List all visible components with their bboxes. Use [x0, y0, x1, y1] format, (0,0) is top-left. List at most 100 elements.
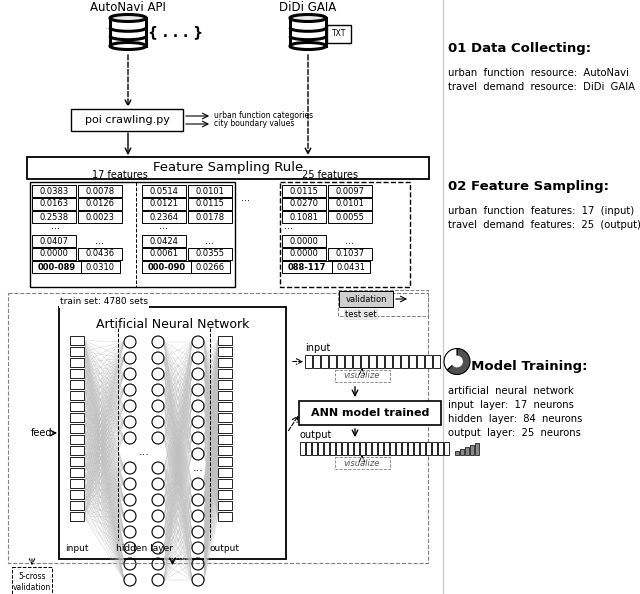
FancyBboxPatch shape	[142, 235, 186, 247]
Text: 0.0000: 0.0000	[289, 249, 319, 258]
Text: 0.0097: 0.0097	[335, 187, 365, 195]
FancyBboxPatch shape	[282, 211, 326, 223]
Bar	[396, 442, 401, 455]
Bar	[312, 442, 317, 455]
Text: travel  demand  features:  25  (output): travel demand features: 25 (output)	[448, 220, 640, 230]
Text: urban function categories: urban function categories	[214, 112, 313, 121]
FancyBboxPatch shape	[282, 198, 326, 210]
Bar	[218, 479, 232, 488]
Text: ...: ...	[159, 221, 168, 231]
FancyBboxPatch shape	[280, 182, 410, 287]
Text: 0.2538: 0.2538	[40, 213, 68, 222]
FancyBboxPatch shape	[188, 198, 232, 210]
FancyBboxPatch shape	[142, 261, 191, 273]
Bar	[345, 355, 352, 368]
Text: ...: ...	[193, 463, 204, 473]
Text: 02 Feature Sampling:: 02 Feature Sampling:	[448, 180, 609, 193]
Bar	[70, 501, 84, 510]
Text: AutoNavi API: AutoNavi API	[90, 1, 166, 14]
FancyBboxPatch shape	[12, 567, 52, 594]
Bar	[408, 442, 413, 455]
Bar	[305, 355, 312, 368]
Bar	[425, 355, 432, 368]
Bar	[70, 336, 84, 345]
FancyBboxPatch shape	[328, 248, 372, 260]
Text: artificial  neural  network: artificial neural network	[448, 386, 573, 396]
Bar	[218, 380, 232, 389]
FancyBboxPatch shape	[327, 25, 351, 43]
FancyBboxPatch shape	[282, 261, 332, 273]
Bar	[353, 355, 360, 368]
Text: 0.0407: 0.0407	[40, 236, 68, 245]
Text: 17 features: 17 features	[92, 170, 148, 180]
FancyBboxPatch shape	[32, 185, 76, 197]
FancyBboxPatch shape	[188, 211, 232, 223]
FancyBboxPatch shape	[191, 261, 230, 273]
Bar	[218, 336, 232, 345]
FancyBboxPatch shape	[282, 248, 326, 260]
Bar	[337, 355, 344, 368]
FancyBboxPatch shape	[142, 198, 186, 210]
Text: validation: validation	[345, 295, 387, 304]
Text: 0.2364: 0.2364	[149, 213, 179, 222]
Bar	[300, 442, 305, 455]
Bar	[70, 358, 84, 367]
Text: { . . . }: { . . . }	[148, 25, 203, 39]
Text: test set: test set	[345, 310, 376, 319]
Bar	[70, 479, 84, 488]
Bar	[218, 490, 232, 499]
FancyBboxPatch shape	[32, 248, 76, 260]
Bar	[218, 435, 232, 444]
FancyBboxPatch shape	[339, 291, 393, 307]
Bar	[433, 355, 440, 368]
FancyBboxPatch shape	[78, 198, 122, 210]
Text: input  layer:  17  neurons: input layer: 17 neurons	[448, 400, 574, 410]
Bar	[70, 490, 84, 499]
Text: 25 features: 25 features	[302, 170, 358, 180]
Text: 0.0126: 0.0126	[86, 200, 115, 208]
FancyBboxPatch shape	[78, 248, 122, 260]
FancyBboxPatch shape	[188, 185, 232, 197]
Bar	[385, 355, 392, 368]
Bar	[384, 442, 389, 455]
Bar	[369, 355, 376, 368]
Bar	[70, 391, 84, 400]
Bar	[378, 442, 383, 455]
Text: 000-090: 000-090	[147, 263, 186, 271]
Text: ...: ...	[205, 236, 214, 246]
Bar	[460, 449, 464, 455]
Text: 0.1081: 0.1081	[289, 213, 319, 222]
Bar	[432, 442, 437, 455]
Text: 0.0431: 0.0431	[337, 263, 365, 271]
Text: input: input	[305, 343, 330, 353]
Text: Artificial Neural Network: Artificial Neural Network	[96, 318, 249, 331]
Ellipse shape	[110, 43, 146, 49]
Bar	[426, 442, 431, 455]
Bar	[70, 446, 84, 455]
Text: visualize: visualize	[344, 459, 380, 467]
FancyBboxPatch shape	[81, 261, 120, 273]
Bar	[218, 446, 232, 455]
Bar	[218, 457, 232, 466]
Bar	[70, 347, 84, 356]
Bar	[420, 442, 425, 455]
Bar	[218, 413, 232, 422]
Bar	[70, 457, 84, 466]
Text: ...: ...	[95, 236, 104, 246]
Text: city boundary values: city boundary values	[214, 119, 294, 128]
FancyBboxPatch shape	[32, 261, 81, 273]
Text: 0.0061: 0.0061	[150, 249, 179, 258]
Bar	[475, 443, 479, 455]
Bar	[313, 355, 320, 368]
Text: 0.0101: 0.0101	[196, 187, 225, 195]
Bar	[218, 501, 232, 510]
Bar	[70, 380, 84, 389]
Text: 0.0514: 0.0514	[150, 187, 179, 195]
Bar	[218, 347, 232, 356]
Text: 0.0266: 0.0266	[196, 263, 225, 271]
Bar	[414, 442, 419, 455]
Bar	[70, 413, 84, 422]
Text: 0.0055: 0.0055	[335, 213, 364, 222]
FancyBboxPatch shape	[332, 261, 370, 273]
Text: 0.0115: 0.0115	[196, 200, 225, 208]
